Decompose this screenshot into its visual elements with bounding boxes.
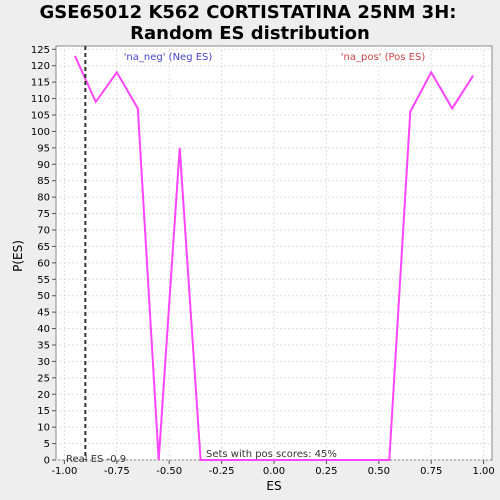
x-tick-label: -1.00 [51,466,77,477]
x-tick-label: 0.25 [315,466,337,477]
x-tick-label: 0.50 [368,466,390,477]
y-tick-label: 80 [37,193,50,204]
y-tick-label: 60 [37,258,50,269]
y-tick-label: 120 [31,61,50,72]
y-tick-label: 0 [44,456,50,467]
x-axis: -1.00 -0.75 -0.50 -0.25 0.00 0.25 0.50 0.75 1.00 [51,460,495,477]
y-tick-label: 15 [37,406,50,417]
y-tick-label: 10 [37,423,50,434]
y-tick-label: 30 [37,357,50,368]
y-tick-label: 115 [31,78,50,89]
y-axis: 0 5 10 15 20 25 30 35 40 45 50 55 60 65 70 75 80 85 90 95 10… [31,45,56,467]
x-tick-label: -0.75 [104,466,130,477]
y-tick-label: 75 [37,209,50,220]
y-tick-label: 125 [31,45,50,56]
y-tick-label: 5 [44,439,50,450]
chart-title-line1: GSE65012 K562 CORTISTATINA 25NM 3H: [40,2,457,23]
x-tick-label: -0.25 [209,466,235,477]
series-line [73,55,474,461]
series-layer [73,55,474,461]
y-tick-label: 95 [37,143,50,154]
y-axis-label: P(ES) [11,240,25,272]
grid [56,46,492,461]
y-tick-label: 90 [37,160,50,171]
x-tick-label: -0.50 [156,466,182,477]
y-tick-label: 40 [37,324,50,335]
y-tick-label: 50 [37,291,50,302]
real-es-label: Real ES -0.9 [66,454,126,465]
pos-es-label: 'na_pos' (Pos ES) [341,52,426,63]
y-tick-label: 70 [37,226,50,237]
plot-area [55,45,493,461]
x-axis-label: ES [266,479,281,493]
y-tick-label: 65 [37,242,50,253]
y-tick-label: 25 [37,373,50,384]
x-tick-label: 0.75 [420,466,442,477]
y-tick-label: 85 [37,176,50,187]
y-tick-label: 35 [37,341,50,352]
y-tick-label: 100 [31,127,50,138]
x-tick-label: 0.00 [263,466,285,477]
y-tick-label: 55 [37,275,50,286]
neg-es-label: 'na_neg' (Neg ES) [124,52,213,63]
y-tick-label: 110 [31,94,50,105]
chart-title-line2: Random ES distribution [130,23,370,44]
y-tick-label: 105 [31,111,50,122]
y-tick-label: 20 [37,390,50,401]
y-tick-label: 45 [37,308,50,319]
x-tick-label: 1.00 [472,466,494,477]
pos-scores-label: Sets with pos scores: 45% [206,449,337,460]
